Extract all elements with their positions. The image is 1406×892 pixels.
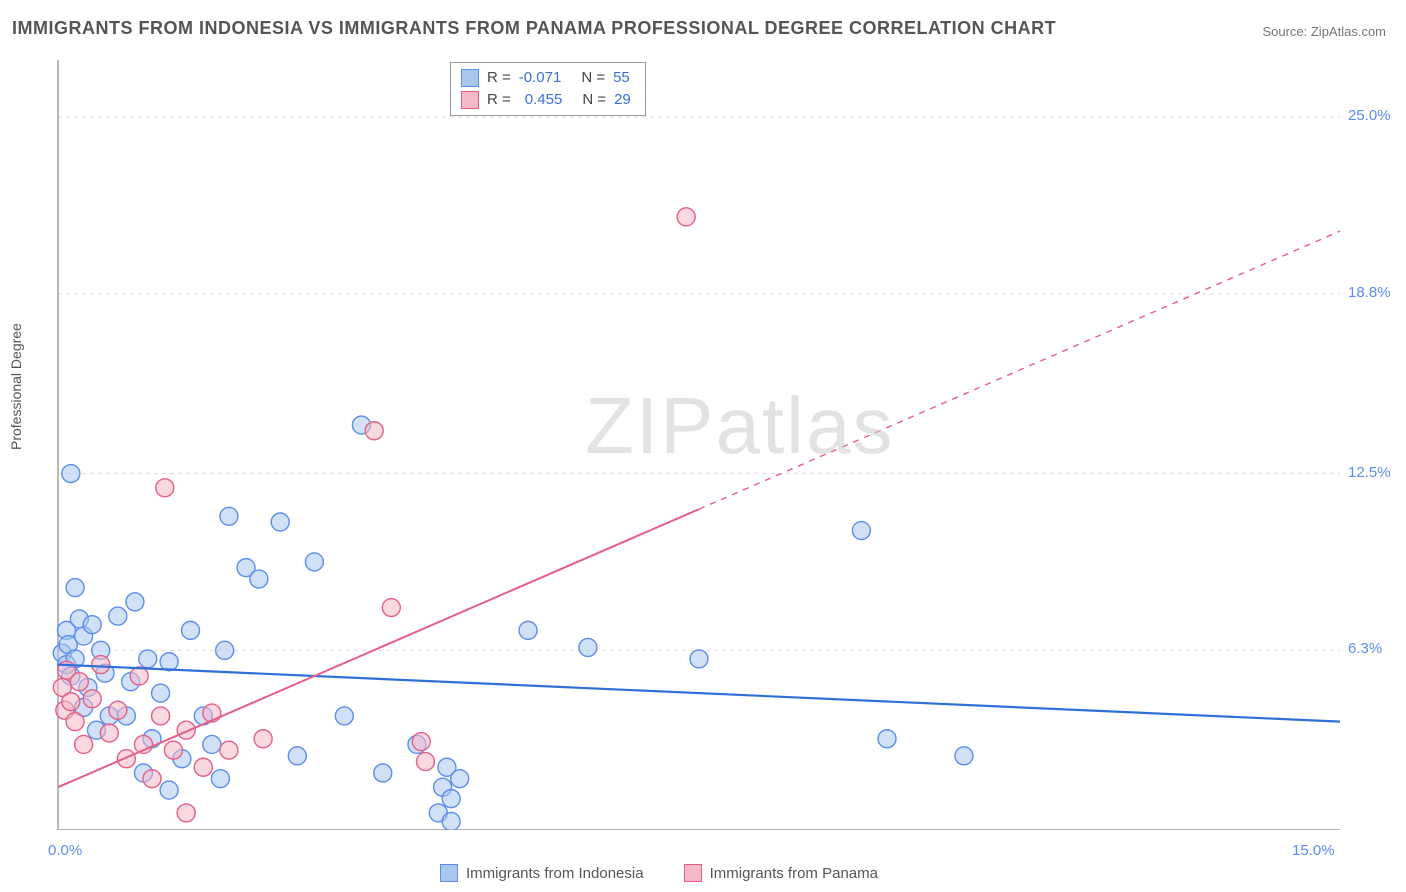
r-value-1: -0.071 — [519, 67, 562, 89]
chart-area — [50, 60, 1340, 830]
y-tick-label: 25.0% — [1348, 107, 1391, 124]
legend-item-2: Immigrants from Panama — [684, 864, 878, 882]
swatch-series-2 — [461, 91, 479, 109]
swatch-bottom-2 — [684, 864, 702, 882]
n-label-2: N = — [582, 89, 606, 111]
legend-label-1: Immigrants from Indonesia — [466, 865, 644, 882]
scatter-chart — [50, 60, 1340, 830]
legend-label-2: Immigrants from Panama — [710, 865, 878, 882]
legend-row-2: R = 0.455 N = 29 — [461, 89, 631, 111]
source-label: Source: ZipAtlas.com — [1262, 24, 1386, 39]
y-axis-label: Professional Degree — [8, 323, 24, 450]
y-tick-label: 18.8% — [1348, 284, 1391, 301]
y-tick-label: 6.3% — [1348, 640, 1382, 657]
legend-item-1: Immigrants from Indonesia — [440, 864, 644, 882]
n-label-1: N = — [581, 67, 605, 89]
n-value-1: 55 — [613, 67, 630, 89]
y-tick-label: 12.5% — [1348, 464, 1391, 481]
r-label-1: R = — [487, 67, 511, 89]
legend-row-1: R = -0.071 N = 55 — [461, 67, 631, 89]
legend-correlation: R = -0.071 N = 55 R = 0.455 N = 29 — [450, 62, 646, 116]
n-value-2: 29 — [614, 89, 631, 111]
swatch-series-1 — [461, 69, 479, 87]
x-tick-label: 15.0% — [1292, 842, 1335, 859]
r-label-2: R = — [487, 89, 511, 111]
legend-series: Immigrants from Indonesia Immigrants fro… — [440, 864, 878, 882]
x-tick-label: 0.0% — [48, 842, 82, 859]
chart-title: IMMIGRANTS FROM INDONESIA VS IMMIGRANTS … — [12, 18, 1056, 39]
r-value-2: 0.455 — [525, 89, 563, 111]
swatch-bottom-1 — [440, 864, 458, 882]
